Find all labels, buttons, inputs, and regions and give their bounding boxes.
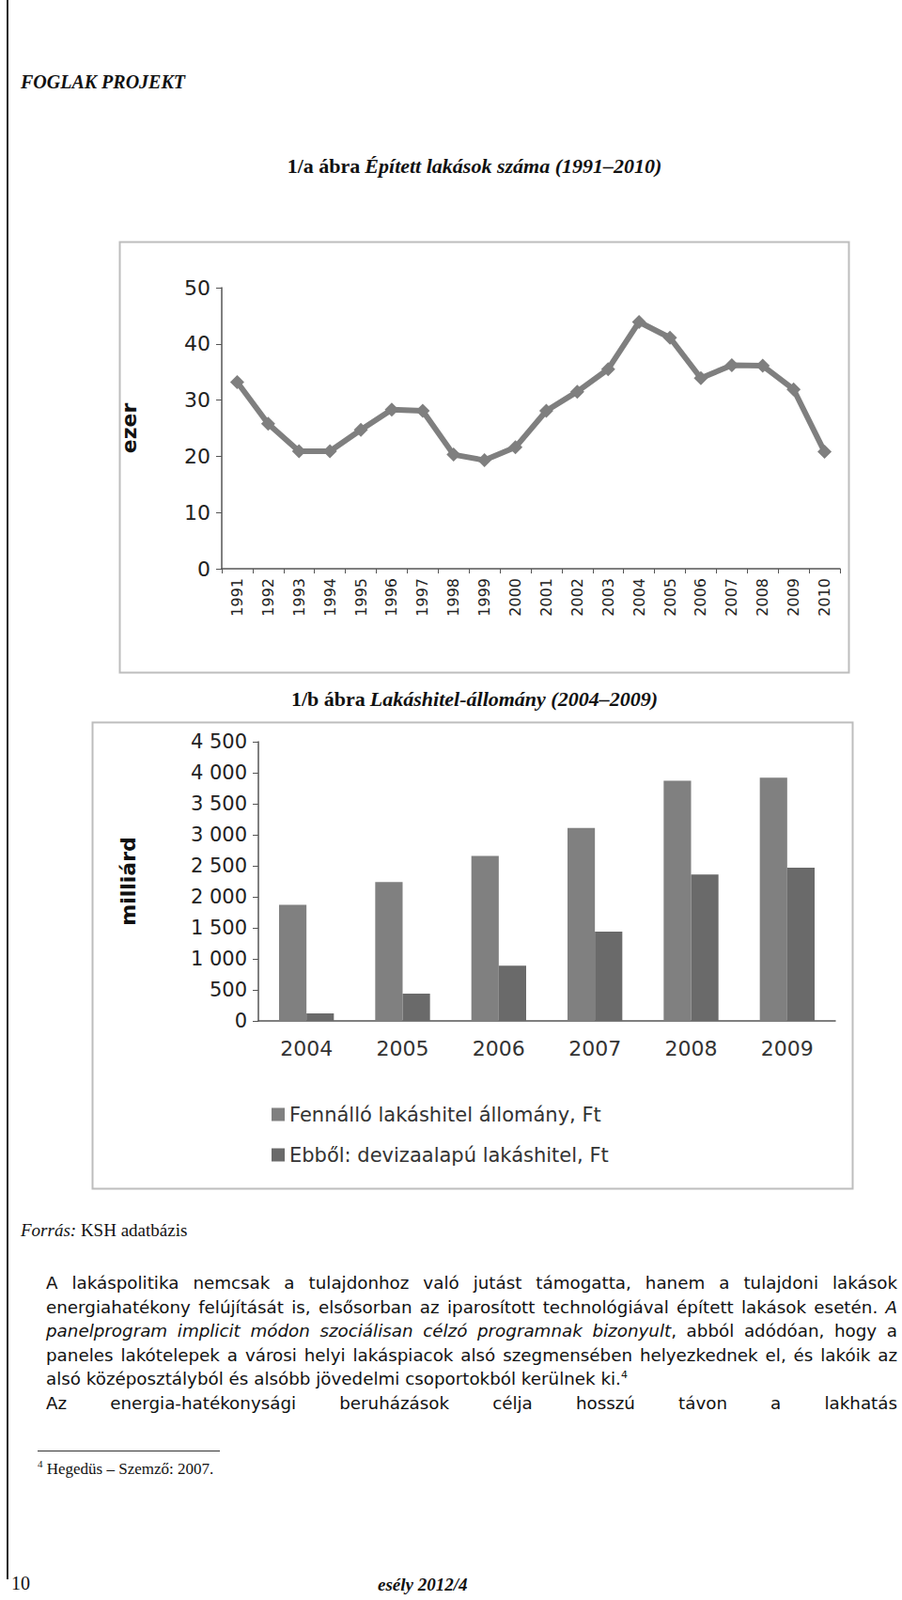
svg-text:1992: 1992 <box>259 577 278 617</box>
svg-text:2001: 2001 <box>537 577 556 617</box>
svg-text:3 000: 3 000 <box>190 823 248 846</box>
html-text:Forrás: KSH adatbázis: Forrás: KSH adatbázis <box>20 1219 188 1240</box>
svg-text:4 000: 4 000 <box>190 761 248 784</box>
svg-text:40: 40 <box>184 331 211 356</box>
svg-text:1994: 1994 <box>321 577 340 617</box>
svg-text:2009: 2009 <box>784 577 803 617</box>
svg-text:0: 0 <box>234 1009 248 1032</box>
svg-text:2006: 2006 <box>691 577 710 617</box>
svg-text:2005: 2005 <box>661 577 680 617</box>
svg-text:1/a ábra: 1/a ábra <box>287 154 361 178</box>
svg-text:2005: 2005 <box>376 1036 430 1060</box>
svg-text:1 500: 1 500 <box>190 916 248 939</box>
svg-text:Ebből: devizaalapú lakáshitel,: Ebből: devizaalapú lakáshitel, Ft <box>289 1143 609 1167</box>
svg-text:2010: 2010 <box>815 577 834 617</box>
html-text:Az energia-hatékonysági beruhá: Az energia-hatékonysági beruházások célj… <box>46 1392 898 1413</box>
svg-text:1996: 1996 <box>382 577 401 617</box>
svg-text:2007: 2007 <box>568 1036 622 1060</box>
svg-text:50: 50 <box>184 276 211 300</box>
svg-text:2008: 2008 <box>665 1036 718 1060</box>
svg-text:Lakáshitel-állomány (2004–2009: Lakáshitel-állomány (2004–2009) <box>369 686 658 711</box>
svg-text:3 500: 3 500 <box>190 792 248 815</box>
svg-text:1999: 1999 <box>475 577 494 617</box>
svg-text:Épített lakások száma (1991–20: Épített lakások száma (1991–2010) <box>363 154 662 178</box>
svg-text:1998: 1998 <box>444 577 463 617</box>
svg-text:0: 0 <box>197 557 211 581</box>
svg-text:2007: 2007 <box>722 577 741 617</box>
html-text:4Hegedüs – Szemző: 2007.: 4Hegedüs – Szemző: 2007. <box>37 1457 214 1477</box>
svg-text:2002: 2002 <box>568 577 587 617</box>
svg-text:20: 20 <box>184 444 211 468</box>
svg-text:Fennálló lakáshitel állomány,: Fennálló lakáshitel állomány, Ft <box>289 1103 602 1126</box>
svg-text:500: 500 <box>209 978 248 1001</box>
html-text:esély 2012/4: esély 2012/4 <box>377 1573 468 1594</box>
svg-text:1997: 1997 <box>413 577 432 617</box>
svg-text:2000: 2000 <box>506 577 525 617</box>
svg-text:1 000: 1 000 <box>190 947 248 970</box>
svg-text:1/b ábra: 1/b ábra <box>291 686 366 711</box>
svg-text:10: 10 <box>184 500 211 525</box>
svg-text:2006: 2006 <box>472 1036 526 1060</box>
svg-text:2 500: 2 500 <box>190 854 248 877</box>
svg-text:milliárd: milliárd <box>116 836 140 926</box>
svg-text:1993: 1993 <box>290 577 309 617</box>
svg-text:2004: 2004 <box>279 1036 333 1060</box>
svg-text:30: 30 <box>184 388 211 412</box>
svg-text:2009: 2009 <box>761 1036 814 1060</box>
svg-text:4 500: 4 500 <box>190 730 248 753</box>
html-text:A lakáspolitika nemcsak a tula: A lakáspolitika nemcsak a tulajdonhoz va… <box>46 1272 898 1389</box>
html-text:FOGLAK PROJEKT: FOGLAK PROJEKT <box>20 71 186 93</box>
svg-text:2 000: 2 000 <box>190 885 248 908</box>
svg-text:ezer: ezer <box>117 403 141 454</box>
svg-text:2008: 2008 <box>753 577 772 617</box>
html-text:10: 10 <box>11 1571 31 1593</box>
svg-text:2003: 2003 <box>599 577 618 617</box>
svg-text:2004: 2004 <box>630 577 649 617</box>
svg-text:1995: 1995 <box>352 577 371 617</box>
svg-text:1991: 1991 <box>228 577 247 617</box>
